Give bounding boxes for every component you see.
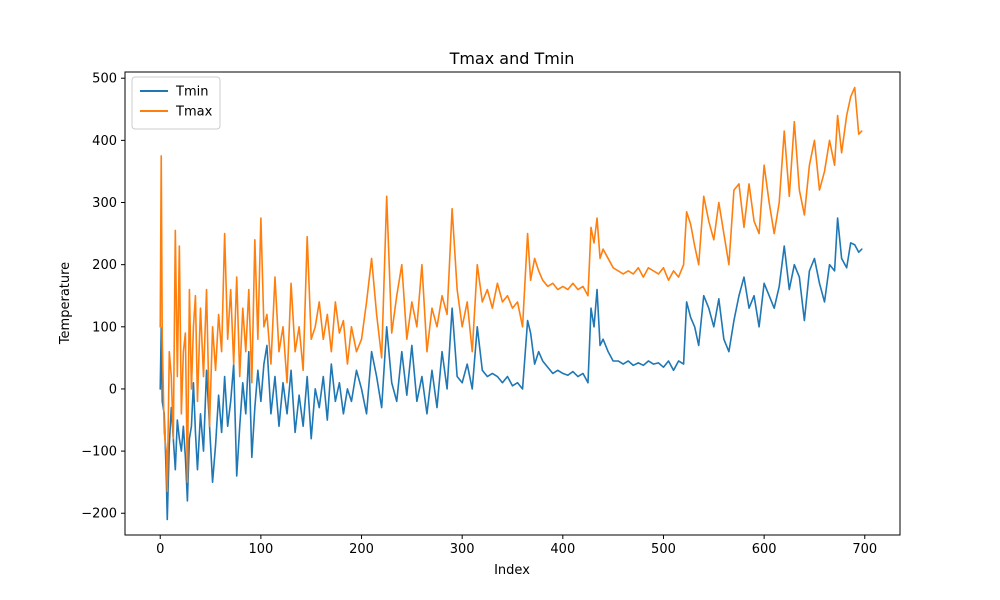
series-group: [159, 86, 863, 521]
y-tick-label: 200: [92, 258, 117, 273]
x-tick-label: 700: [852, 542, 877, 557]
y-tick-label: 300: [92, 196, 117, 211]
x-tick-label: 500: [651, 542, 676, 557]
axes-frame: [124, 71, 901, 536]
chart-title: Tmax and Tmin: [449, 49, 575, 68]
series-line-tmax: [159, 86, 863, 493]
plot-area: 0 100 200 300 400 500 600 700 −200 −100 0 100 200 300…: [81, 71, 901, 557]
y-axis-label: Temperature: [58, 262, 73, 345]
x-axis-label: Index: [494, 563, 530, 578]
legend: Tmin Tmax: [131, 76, 221, 130]
legend-label-tmax: Tmax: [175, 105, 213, 120]
x-tick-label: 200: [349, 542, 374, 557]
x-tick-label: 300: [450, 542, 475, 557]
y-tick-label: −200: [81, 507, 117, 522]
series-line-tmin: [159, 217, 863, 521]
y-tick-label: −100: [81, 445, 117, 460]
y-tick-label: 0: [109, 382, 117, 397]
y-tick-label: 400: [92, 134, 117, 149]
y-tick-label: 100: [92, 320, 117, 335]
x-tick-label: 100: [248, 542, 273, 557]
x-tick-label: 400: [550, 542, 575, 557]
y-tick-label: 500: [92, 72, 117, 87]
x-tick-label: 0: [156, 542, 164, 557]
x-tick-label: 600: [752, 542, 777, 557]
legend-label-tmin: Tmin: [175, 85, 208, 100]
